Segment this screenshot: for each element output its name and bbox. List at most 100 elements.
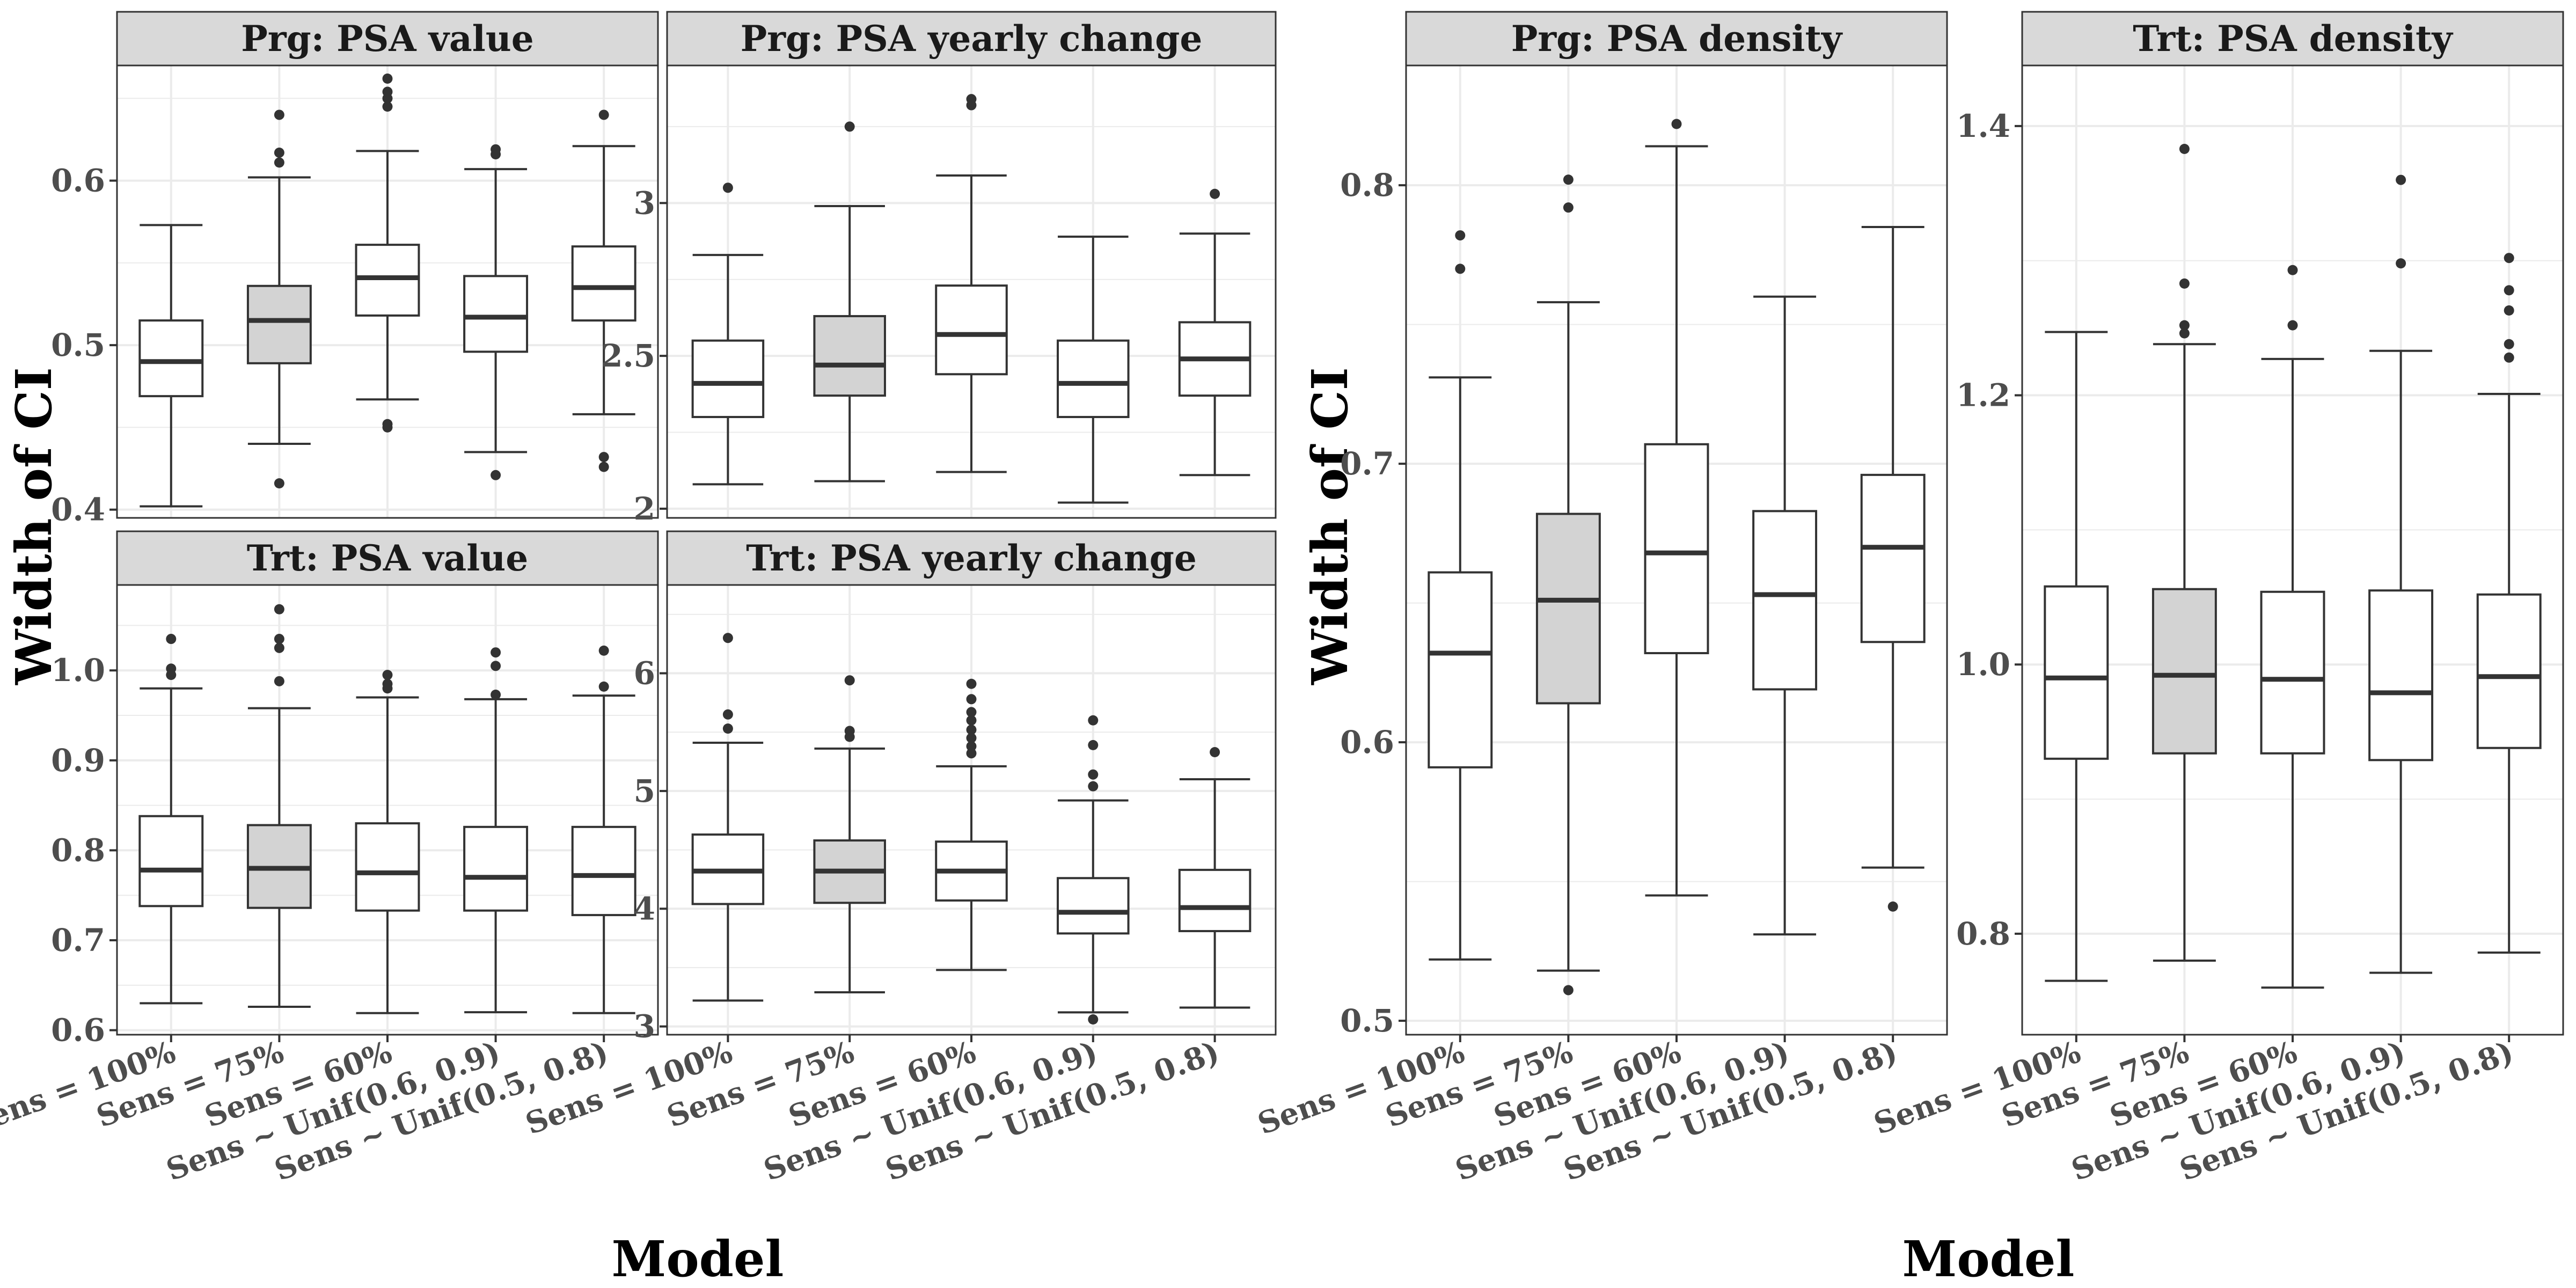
box-3	[2260, 265, 2325, 989]
outlier-point	[274, 478, 284, 489]
y-tick-label: 0.6	[51, 1012, 105, 1049]
outlier-point	[1088, 1014, 1099, 1024]
outlier-point	[2179, 320, 2190, 331]
outlier-point	[1563, 985, 1574, 996]
iqr-box	[2260, 590, 2325, 755]
outlier-point	[2504, 253, 2514, 264]
y-tick-label: 5	[634, 773, 655, 809]
box-4	[2368, 174, 2434, 974]
outlier-point	[1455, 230, 1466, 241]
outlier-point	[598, 681, 609, 692]
left-x-axis-title: Model	[611, 1230, 784, 1288]
strip-header	[116, 530, 659, 586]
outlier-point	[722, 182, 733, 193]
iqr-box	[1860, 473, 1926, 643]
outlier-point	[274, 157, 284, 168]
iqr-box	[463, 275, 529, 353]
outlier-point	[2179, 144, 2190, 155]
box-3	[355, 74, 420, 433]
outlier-point	[2504, 285, 2514, 296]
outlier-point	[966, 748, 977, 759]
y-tick-label: 1.2	[1956, 377, 2010, 414]
outlier-point	[382, 678, 393, 689]
box-3	[355, 670, 420, 1014]
y-tick-label: 0.8	[1956, 916, 2010, 952]
outlier-point	[1210, 188, 1220, 199]
iqr-box	[813, 315, 886, 397]
y-tick-label: 3	[634, 185, 655, 221]
y-tick-label: 0.6	[1340, 724, 1394, 760]
y-tick-label: 2	[634, 491, 655, 527]
panel-title: Prg: PSA yearly change	[741, 18, 1203, 60]
outlier-point	[966, 678, 977, 689]
iqr-box	[1057, 339, 1130, 419]
strip-header	[666, 530, 1277, 586]
iqr-box	[2368, 589, 2434, 762]
box-4	[463, 144, 529, 480]
iqr-box	[1057, 877, 1130, 935]
iqr-box	[691, 339, 765, 419]
iqr-box	[246, 284, 312, 364]
iqr-box	[138, 815, 204, 908]
outlier-point	[2504, 305, 2514, 316]
outlier-point	[166, 634, 177, 645]
outlier-point	[2179, 328, 2190, 339]
right-y-axis-title: Width of CI	[1301, 367, 1359, 685]
box-1	[2044, 331, 2109, 982]
iqr-box	[571, 825, 636, 917]
chart-panels: Prg: PSA value 0.4 0.5 0.6 Prg: PSA yearly c…	[0, 11, 2564, 1188]
panel-border	[666, 64, 1277, 519]
y-tick-label: 0.4	[51, 492, 105, 528]
outlier-point	[1088, 781, 1099, 792]
iqr-box	[935, 284, 1008, 376]
iqr-box	[1535, 513, 1601, 705]
box-3	[935, 678, 1008, 971]
outlier-point	[274, 634, 284, 645]
iqr-box	[1752, 510, 1818, 691]
box-5	[571, 645, 636, 1014]
box-2	[2151, 144, 2217, 962]
iqr-box	[138, 319, 204, 398]
outlier-point	[966, 724, 977, 735]
outlier-point	[2287, 265, 2298, 275]
outlier-point	[382, 74, 393, 84]
box-1	[691, 182, 765, 486]
panel-1: Prg: PSA value 0.4 0.5 0.6	[51, 11, 659, 528]
outlier-point	[491, 647, 501, 658]
outlier-point	[722, 723, 733, 734]
outlier-point	[2396, 258, 2406, 269]
y-tick-label: 4	[634, 890, 655, 927]
y-tick-label: 6	[634, 655, 655, 692]
box-4	[1057, 235, 1130, 504]
outlier-point	[722, 709, 733, 720]
box-1	[138, 634, 204, 1005]
outlier-point	[598, 462, 609, 472]
outlier-point	[382, 419, 393, 429]
box-4	[1752, 295, 1818, 936]
iqr-box	[1178, 868, 1252, 932]
outlier-point	[1563, 202, 1574, 213]
y-tick-label: 2.5	[601, 338, 655, 374]
box-4	[463, 647, 529, 1014]
iqr-box	[463, 825, 529, 912]
y-tick-label: 0.7	[51, 922, 105, 958]
outlier-point	[966, 733, 977, 743]
left-y-axis-title: Width of CI	[5, 367, 63, 685]
iqr-box	[2476, 593, 2542, 749]
outlier-point	[966, 94, 977, 105]
outlier-point	[491, 689, 501, 700]
y-tick-label: 1.4	[1956, 108, 2010, 144]
outlier-point	[2287, 320, 2298, 331]
outlier-point	[1455, 264, 1466, 274]
outlier-point	[598, 109, 609, 120]
outlier-point	[844, 675, 855, 686]
box-5	[571, 109, 636, 472]
outlier-point	[1088, 715, 1099, 726]
outlier-point	[274, 109, 284, 120]
iqr-box	[1428, 571, 1493, 769]
outlier-point	[1563, 174, 1574, 185]
outlier-point	[966, 694, 977, 705]
panel-title: Trt: PSA yearly change	[746, 537, 1197, 579]
